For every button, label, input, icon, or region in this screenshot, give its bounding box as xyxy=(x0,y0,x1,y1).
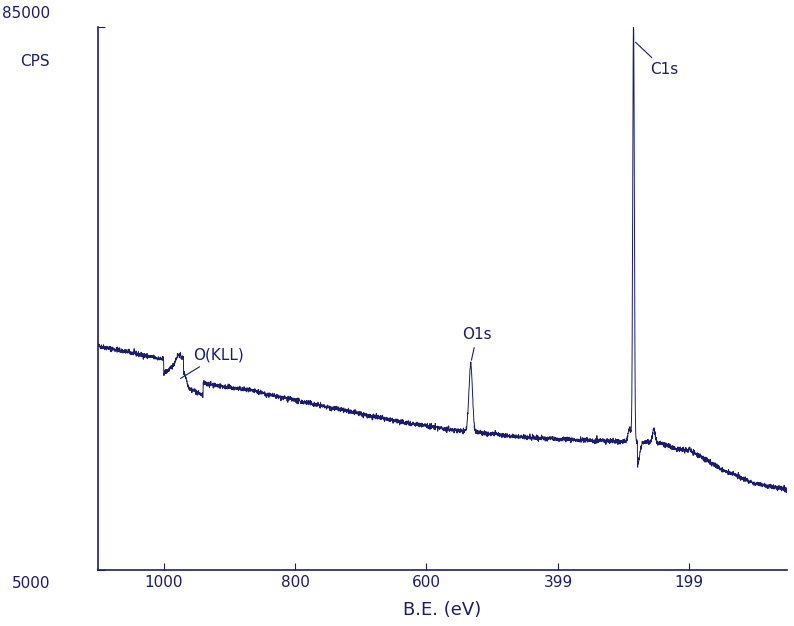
Text: 85000: 85000 xyxy=(2,6,50,21)
X-axis label: B.E. (eV): B.E. (eV) xyxy=(403,601,482,619)
Text: 5000: 5000 xyxy=(11,575,50,590)
Text: C1s: C1s xyxy=(635,43,679,77)
Text: CPS: CPS xyxy=(21,54,50,69)
Text: O(KLL): O(KLL) xyxy=(180,347,244,379)
Text: O1s: O1s xyxy=(462,327,492,360)
